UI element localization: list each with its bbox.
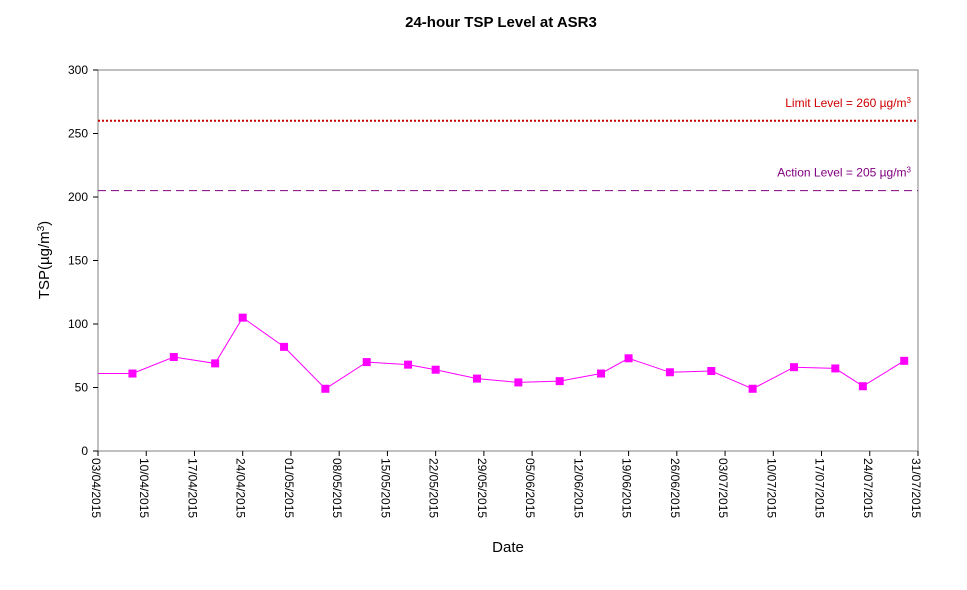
reference-line-label-text: Limit Level = 260 µg/m xyxy=(785,96,906,110)
plot-area xyxy=(97,69,919,452)
data-point xyxy=(238,313,247,322)
data-point xyxy=(472,374,481,383)
x-tick-label: 19/06/2015 xyxy=(620,458,634,518)
x-tick-label: 17/04/2015 xyxy=(185,458,199,518)
x-tick-label: 05/06/2015 xyxy=(523,458,537,518)
data-point xyxy=(404,360,413,369)
y-tick-label: 250 xyxy=(68,127,88,141)
data-point xyxy=(169,353,178,362)
data-point xyxy=(665,368,674,377)
x-tick-label: 03/07/2015 xyxy=(716,458,730,518)
y-tick-label: 300 xyxy=(68,63,88,77)
x-tick-label: 31/07/2015 xyxy=(909,458,923,518)
data-point xyxy=(431,365,440,374)
x-tick-label: 01/05/2015 xyxy=(282,458,296,518)
data-point xyxy=(321,384,330,393)
data-point xyxy=(789,363,798,372)
x-tick-label: 22/05/2015 xyxy=(427,458,441,518)
data-series xyxy=(98,313,909,393)
x-axis-title: Date xyxy=(492,539,524,556)
y-axis: 0 50 100 150 200 250 300 xyxy=(68,63,98,458)
data-point xyxy=(597,369,606,378)
data-point xyxy=(707,366,716,375)
y-tick-label: 200 xyxy=(68,190,88,204)
data-point xyxy=(514,378,523,387)
chart-title: 24-hour TSP Level at ASR3 xyxy=(405,14,597,31)
y-tick-label: 50 xyxy=(75,381,89,395)
data-point xyxy=(748,384,757,393)
y-tick-label: 150 xyxy=(68,254,88,268)
x-tick-label: 24/04/2015 xyxy=(234,458,248,518)
reference-line-label: Action Level = 205 µg/m3 xyxy=(777,165,911,180)
data-point xyxy=(555,377,564,386)
x-tick-label: 10/07/2015 xyxy=(764,458,778,518)
x-tick-label: 08/05/2015 xyxy=(330,458,344,518)
data-point xyxy=(362,358,371,367)
data-point xyxy=(624,354,633,363)
reference-line-label-sup: 3 xyxy=(907,95,912,104)
reference-line-label: Limit Level = 260 µg/m3 xyxy=(785,95,911,110)
x-axis: 03/04/2015 10/04/2015 17/04/2015 24/04/2015… xyxy=(89,451,923,518)
x-tick-label: 12/06/2015 xyxy=(571,458,585,518)
y-axis-title-close: ) xyxy=(36,221,53,226)
y-axis-title-sup: 3 xyxy=(36,225,47,231)
series-line xyxy=(98,316,905,390)
y-axis-title: TSP(µg/m3) xyxy=(36,221,54,299)
data-point xyxy=(280,342,289,351)
x-tick-label: 10/04/2015 xyxy=(137,458,151,518)
y-tick-label: 0 xyxy=(81,444,88,458)
y-axis-title-text: TSP(µg/m xyxy=(36,231,53,299)
x-tick-label: 17/07/2015 xyxy=(813,458,827,518)
x-tick-label: 15/05/2015 xyxy=(378,458,392,518)
data-point xyxy=(831,364,840,373)
data-point xyxy=(858,382,867,391)
x-tick-label: 24/07/2015 xyxy=(861,458,875,518)
reference-line-label-text: Action Level = 205 µg/m xyxy=(777,166,906,180)
reference-line-label-sup: 3 xyxy=(907,165,912,174)
data-point xyxy=(900,356,909,365)
data-point xyxy=(211,359,220,368)
x-tick-label: 29/05/2015 xyxy=(475,458,489,518)
x-tick-label: 03/04/2015 xyxy=(89,458,103,518)
data-point xyxy=(128,369,137,378)
x-tick-label: 26/06/2015 xyxy=(668,458,682,518)
y-tick-label: 100 xyxy=(68,317,88,331)
